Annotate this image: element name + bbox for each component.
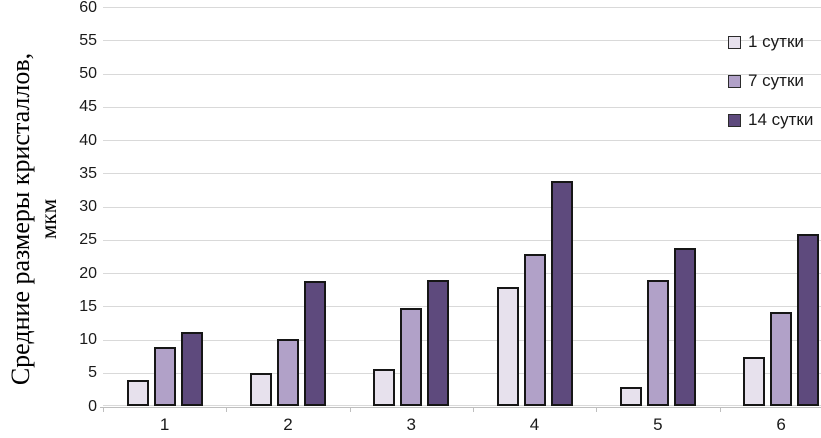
gridline [103, 173, 821, 175]
gridline [103, 7, 821, 8]
gridline [103, 206, 821, 208]
gridline [103, 339, 821, 341]
bar-series2-cat1 [153, 347, 176, 406]
bar-series1-cat6 [743, 357, 766, 406]
legend-swatch-icon [728, 74, 741, 88]
bar-series1-cat3 [373, 369, 396, 406]
legend-label: 7 сутки [748, 71, 804, 90]
y-tick-label: 30 [79, 198, 97, 215]
gridline [103, 40, 821, 42]
x-tick-label-3: 3 [406, 415, 416, 434]
gridline [103, 306, 821, 308]
y-tick-label: 45 [79, 98, 97, 116]
y-tick-label: 10 [79, 331, 97, 348]
bar-group-6 [720, 7, 821, 406]
x-axis-tick [719, 407, 721, 412]
y-tick-label: 5 [88, 364, 97, 382]
bar-series2-cat2 [276, 339, 299, 406]
bar-group-1 [103, 7, 226, 406]
x-tick-label-6: 6 [776, 415, 786, 434]
gridline [103, 273, 821, 274]
y-tick-label: 0 [88, 397, 97, 415]
bar-series3-cat1 [180, 332, 203, 406]
x-tick-label-1: 1 [159, 415, 170, 434]
legend-item-1: 1 сутки [728, 32, 813, 52]
legend-item-2: 7 сутки [728, 71, 813, 91]
plot-area [103, 7, 821, 406]
x-axis-tick [349, 407, 351, 412]
x-tick-label-2: 2 [283, 415, 293, 434]
legend-label: 14 сутки [748, 110, 814, 129]
y-tick-label: 40 [79, 131, 97, 149]
x-axis-line [100, 407, 821, 408]
y-tick-label: 50 [79, 65, 97, 82]
bar-series1-cat4 [496, 287, 519, 406]
x-axis-tick [226, 407, 228, 412]
x-axis-tick [103, 407, 104, 412]
y-axis-title-line1: Средние размеры кристаллов, [6, 52, 35, 386]
y-tick-label: 55 [79, 31, 97, 49]
legend: 1 сутки 7 сутки 14 сутки [728, 32, 813, 130]
bar-series2-cat3 [400, 308, 423, 406]
bar-series3-cat3 [427, 280, 450, 406]
y-tick-label: 35 [79, 164, 97, 182]
gridline [103, 239, 821, 241]
bar-series3-cat2 [303, 281, 326, 406]
legend-swatch-icon [728, 113, 741, 127]
gridline [103, 106, 821, 108]
legend-item-3: 14 сутки [728, 110, 813, 130]
bar-group-3 [350, 7, 473, 406]
x-axis-tick [472, 407, 474, 412]
x-tick-label-4: 4 [529, 415, 540, 434]
y-tick-label: 20 [79, 264, 97, 282]
bar-group-2 [226, 7, 349, 406]
gridline [103, 372, 821, 374]
bar-series2-cat4 [523, 254, 546, 406]
legend-swatch-icon [728, 35, 741, 49]
bar-group-5 [596, 7, 719, 406]
bar-series2-cat6 [770, 312, 793, 406]
y-tick-label: 60 [79, 0, 97, 16]
bar-series1-cat5 [619, 387, 642, 406]
y-tick-label: 25 [79, 231, 97, 249]
gridline [103, 405, 821, 406]
x-tick-label-5: 5 [653, 415, 663, 434]
x-axis-tick [596, 407, 598, 412]
bar-series3-cat5 [673, 248, 696, 406]
gridline [103, 73, 821, 75]
gridline [103, 140, 821, 141]
legend-label: 1 сутки [748, 32, 804, 51]
bar-series3-cat4 [550, 181, 573, 406]
bar-series2-cat5 [646, 280, 669, 406]
bar-series3-cat6 [797, 234, 820, 406]
bar-series1-cat1 [126, 380, 149, 406]
bar-series1-cat2 [249, 373, 272, 406]
bar-group-4 [473, 7, 596, 406]
y-tick-label: 15 [79, 297, 97, 315]
